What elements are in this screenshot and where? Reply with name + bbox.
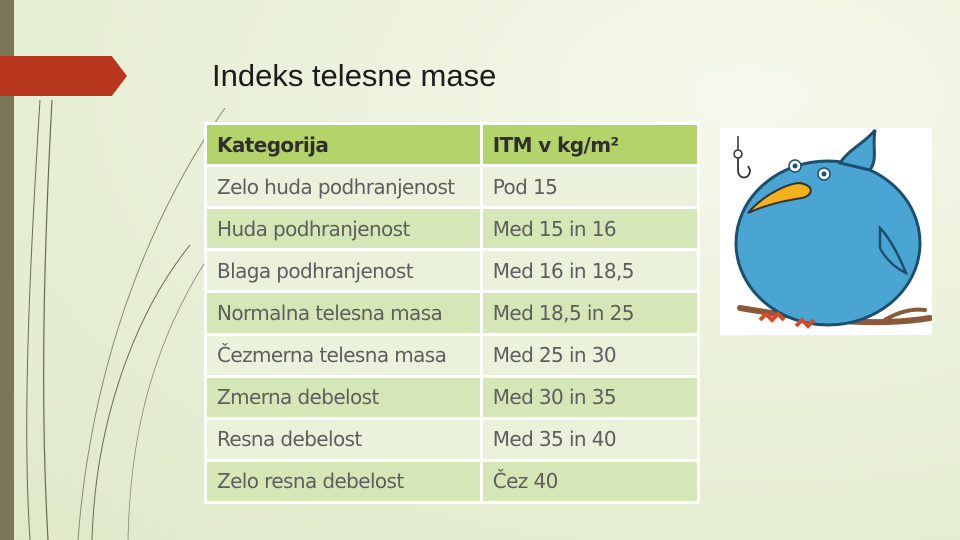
table-row: Zmerna debelost Med 30 in 35 [207, 377, 697, 417]
row-category: Blaga podhranjenost [207, 251, 480, 291]
row-category: Zmerna debelost [207, 377, 480, 417]
left-side-bar [0, 0, 14, 540]
bird-icon [733, 129, 933, 329]
table-row: Zelo resna debelost Čez 40 [207, 461, 697, 501]
row-category: Zelo huda podhranjenost [207, 167, 480, 207]
row-category: Normalna telesna masa [207, 293, 480, 333]
table-header-row: Kategorija ITM v kg/m² [207, 125, 697, 165]
row-range: Čez 40 [482, 461, 697, 501]
row-category: Huda podhranjenost [207, 209, 480, 249]
bird-illustration [720, 128, 933, 335]
slide-title: Indeks telesne mase [212, 58, 497, 93]
row-range: Pod 15 [482, 167, 697, 207]
table-row: Blaga podhranjenost Med 16 in 18,5 [207, 251, 697, 291]
bmi-table-image: Kategorija ITM v kg/m² Zelo huda podhran… [204, 122, 700, 504]
title-accent-arrow [0, 56, 127, 96]
row-range: Med 16 in 18,5 [482, 251, 697, 291]
row-range: Med 25 in 30 [482, 335, 697, 375]
table-row: Normalna telesna masa Med 18,5 in 25 [207, 293, 697, 333]
table-row: Čezmerna telesna masa Med 25 in 30 [207, 335, 697, 375]
row-category: Čezmerna telesna masa [207, 335, 480, 375]
header-category: Kategorija [207, 125, 480, 165]
table-row: Zelo huda podhranjenost Pod 15 [207, 167, 697, 207]
header-bmi: ITM v kg/m² [482, 125, 697, 165]
decorative-curves [26, 99, 226, 540]
row-range: Med 35 in 40 [482, 419, 697, 459]
table-row: Resna debelost Med 35 in 40 [207, 419, 697, 459]
table-row: Huda podhranjenost Med 15 in 16 [207, 209, 697, 249]
row-category: Zelo resna debelost [207, 461, 480, 501]
row-range: Med 15 in 16 [482, 209, 697, 249]
row-range: Med 30 in 35 [482, 377, 697, 417]
row-category: Resna debelost [207, 419, 480, 459]
bmi-table: Kategorija ITM v kg/m² Zelo huda podhran… [204, 122, 700, 504]
row-range: Med 18,5 in 25 [482, 293, 697, 333]
